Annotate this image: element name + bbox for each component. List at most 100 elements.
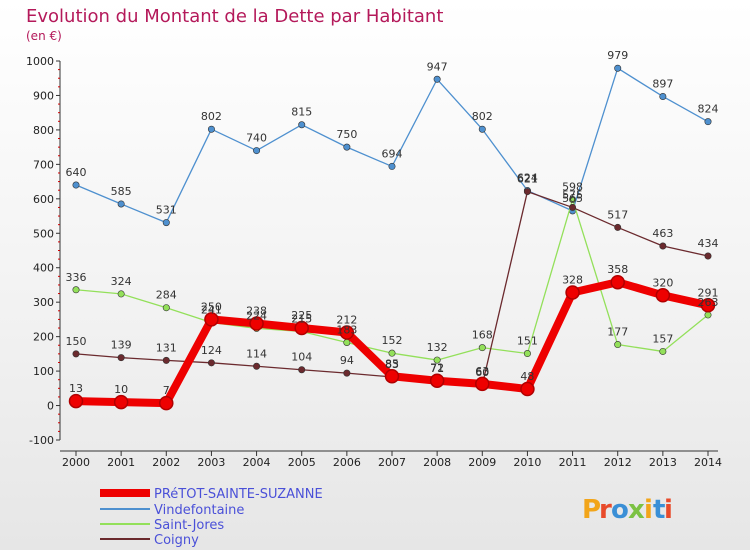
- y-tick-label: 0: [47, 400, 54, 413]
- data-label-coigny: 71: [430, 362, 444, 375]
- data-point-vindefontaine: [207, 125, 215, 133]
- data-label-saint-jores: 241: [201, 304, 222, 317]
- data-label-vindefontaine: 824: [698, 103, 719, 116]
- data-point-coigny: [614, 223, 622, 231]
- data-point-vindefontaine: [298, 121, 306, 129]
- data-point-pr-tot-sainte-suzanne: [113, 394, 129, 410]
- x-tick-label: 2007: [378, 456, 406, 469]
- svg-text:o: o: [611, 495, 629, 525]
- svg-text:t: t: [653, 495, 665, 525]
- data-label-saint-jores: 284: [156, 289, 177, 302]
- data-point-coigny: [523, 188, 531, 196]
- legend-label-coigny: Coigny: [154, 533, 199, 548]
- data-label-vindefontaine: 897: [652, 77, 673, 90]
- x-tick-label: 2013: [649, 456, 677, 469]
- data-point-saint-jores: [72, 286, 80, 294]
- data-label-vindefontaine: 585: [111, 185, 132, 198]
- x-tick-label: 2004: [243, 456, 271, 469]
- data-point-coigny: [659, 242, 667, 250]
- x-tick-label: 2001: [107, 456, 135, 469]
- data-label-pr-tot-sainte-suzanne: 291: [698, 286, 719, 299]
- y-tick-label: 300: [33, 296, 54, 309]
- y-tick-label: 400: [33, 262, 54, 275]
- data-label-pr-tot-sainte-suzanne: 63: [475, 365, 489, 378]
- data-point-pr-tot-sainte-suzanne: [565, 285, 580, 300]
- data-label-pr-tot-sainte-suzanne: 225: [291, 309, 312, 322]
- data-point-vindefontaine: [704, 118, 712, 126]
- y-tick-label: 100: [33, 365, 54, 378]
- data-label-vindefontaine: 979: [607, 49, 628, 62]
- data-point-pr-tot-sainte-suzanne: [384, 369, 400, 384]
- data-label-pr-tot-sainte-suzanne: 72: [430, 362, 444, 375]
- data-point-pr-tot-sainte-suzanne: [159, 395, 174, 411]
- data-label-pr-tot-sainte-suzanne: 250: [201, 300, 222, 313]
- data-label-coigny: 139: [111, 339, 132, 352]
- data-point-pr-tot-sainte-suzanne: [655, 288, 671, 303]
- x-tick-label: 2011: [559, 456, 587, 469]
- data-label-saint-jores: 263: [698, 296, 719, 309]
- proxiti-logo: P r o x i t i: [582, 495, 673, 525]
- data-label-saint-jores: 151: [517, 335, 538, 348]
- data-point-vindefontaine: [253, 147, 261, 155]
- data-label-pr-tot-sainte-suzanne: 328: [562, 274, 583, 287]
- data-label-coigny: 517: [607, 208, 628, 221]
- data-point-pr-tot-sainte-suzanne: [249, 316, 264, 331]
- data-label-pr-tot-sainte-suzanne: 7: [163, 384, 170, 397]
- series-line-vindefontaine: [75, 67, 709, 224]
- chart-subtitle: (en €): [26, 29, 62, 43]
- legend-label-saint-jores: Saint-Jores: [154, 518, 224, 533]
- data-point-saint-jores: [388, 349, 396, 357]
- data-label-pr-tot-sainte-suzanne: 10: [114, 383, 128, 396]
- svg-text:i: i: [664, 495, 673, 525]
- data-label-pr-tot-sainte-suzanne: 320: [652, 276, 673, 289]
- data-label-saint-jores: 598: [562, 181, 583, 194]
- data-point-saint-jores: [162, 304, 170, 312]
- data-label-saint-jores: 336: [66, 271, 87, 284]
- data-label-vindefontaine: 694: [382, 147, 403, 160]
- legend-label-pr-tot-sainte-suzanne: PRéTOT-SAINTE-SUZANNE: [154, 487, 323, 502]
- x-tick-label: 2006: [333, 456, 361, 469]
- x-tick-label: 2009: [468, 456, 496, 469]
- data-point-coigny: [298, 366, 306, 374]
- data-point-pr-tot-sainte-suzanne: [68, 393, 84, 409]
- svg-text:P: P: [582, 495, 601, 525]
- data-label-coigny: 434: [698, 237, 719, 250]
- data-label-saint-jores: 132: [427, 341, 448, 354]
- svg-text:x: x: [628, 495, 645, 525]
- data-label-coigny: 94: [340, 354, 354, 367]
- y-tick-label: 900: [33, 89, 54, 102]
- data-point-vindefontaine: [433, 75, 441, 83]
- data-point-coigny: [162, 356, 170, 364]
- data-label-coigny: 131: [156, 341, 177, 354]
- data-point-coigny: [343, 369, 351, 377]
- data-point-saint-jores: [523, 350, 531, 358]
- data-label-vindefontaine: 740: [246, 132, 267, 145]
- axes: -100 0 100 200 300 400 500 600 700 800 900 1000 2000…: [26, 55, 722, 469]
- data-point-vindefontaine: [343, 143, 351, 151]
- data-label-pr-tot-sainte-suzanne: 85: [385, 357, 399, 370]
- data-point-coigny: [704, 252, 712, 260]
- data-label-saint-jores: 324: [111, 275, 132, 288]
- data-label-vindefontaine: 640: [66, 166, 87, 179]
- data-point-coigny: [253, 362, 261, 370]
- data-point-pr-tot-sainte-suzanne: [475, 376, 490, 392]
- x-tick-label: 2014: [694, 456, 722, 469]
- data-label-saint-jores: 157: [652, 332, 673, 345]
- data-label-saint-jores: 177: [607, 326, 628, 339]
- data-point-coigny: [569, 203, 577, 211]
- data-point-vindefontaine: [72, 181, 80, 189]
- y-tick-label: -100: [29, 434, 54, 447]
- data-point-vindefontaine: [478, 125, 486, 133]
- data-label-saint-jores: 168: [472, 329, 493, 342]
- data-label-vindefontaine: 624: [517, 172, 538, 185]
- data-label-saint-jores: 183: [336, 323, 357, 336]
- data-label-vindefontaine: 815: [291, 106, 312, 119]
- data-point-saint-jores: [433, 356, 441, 364]
- data-label-coigny: 124: [201, 344, 222, 357]
- x-tick-label: 2003: [197, 456, 225, 469]
- x-tick-label: 2008: [423, 456, 451, 469]
- data-point-pr-tot-sainte-suzanne: [294, 320, 309, 336]
- x-tick-label: 2010: [513, 456, 541, 469]
- data-label-vindefontaine: 565: [562, 192, 583, 205]
